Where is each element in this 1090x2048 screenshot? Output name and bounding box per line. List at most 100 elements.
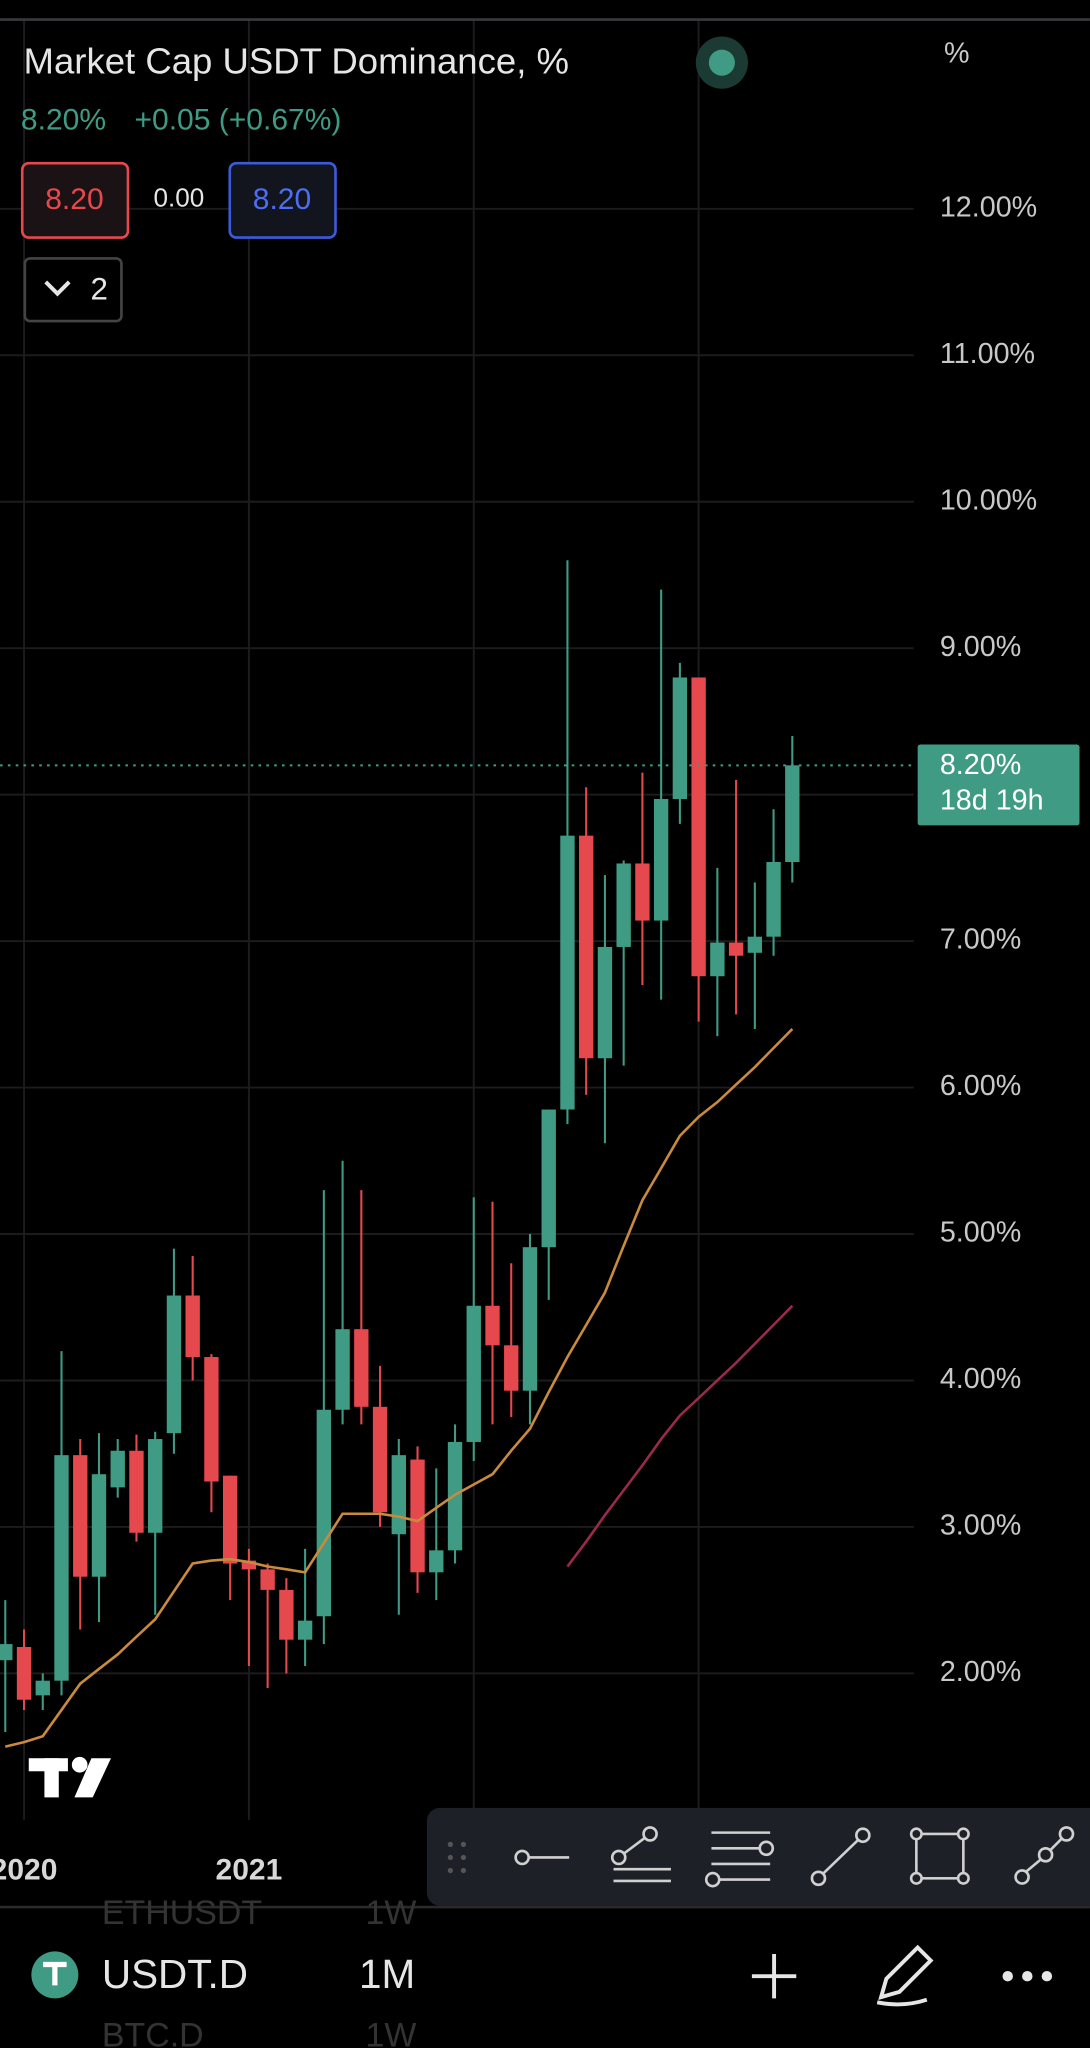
add-button[interactable] [751,1954,797,1999]
candle-body [410,1459,425,1573]
icon-part [915,1832,965,1880]
candle-body [747,936,763,953]
candle-body [279,1589,294,1640]
candle-body [429,1550,444,1573]
interval[interactable]: 1M [359,1951,415,1997]
candle-body [672,677,688,800]
y-tick-label: 9.00% [940,631,1021,663]
plot: 2.00%3.00%4.00%5.00%6.00%7.00%8.00%9.00%… [0,19,1080,1887]
candle-body [653,799,669,921]
bottom-bar [0,1907,1090,2048]
symbol[interactable]: USDT.D [102,1951,248,1997]
candle-body [541,1109,556,1248]
y-tick-label: 12.00% [940,191,1037,223]
draw-button[interactable] [876,1944,934,2007]
dot [460,1841,467,1847]
candle-body [185,1295,200,1358]
moving-average [566,1304,794,1568]
chart-title: Market Cap USDT Dominance, % [24,41,569,82]
candle-body [129,1450,144,1533]
toolbar-bg [426,1807,1090,1906]
dot [447,1854,453,1861]
candle-body [766,862,781,937]
last-price-label: 8.20% [940,749,1021,781]
candle-body [710,942,725,977]
buy-price[interactable]: 8.20 [253,183,311,216]
candle-body [372,1406,388,1513]
icon-part [1025,1857,1043,1873]
y-tick-label: 2.00% [940,1656,1021,1688]
watchlist-interval: 1W [366,2017,417,2048]
candle-body [335,1329,350,1410]
candle-body [354,1329,369,1407]
candle-body [204,1357,219,1482]
candle-body [241,1560,257,1570]
y-tick-label: 10.00% [940,484,1037,516]
y-tick-label: 3.00% [940,1509,1021,1541]
candle-body [260,1569,275,1590]
y-tick-label: 7.00% [940,924,1021,956]
icon-part [1058,1826,1075,1842]
icon-part [1048,1836,1064,1852]
logo-part [44,1758,59,1798]
candle-body [148,1439,163,1533]
horizontal-ray-tool[interactable] [514,1849,570,1866]
tradingview-logo [28,1756,111,1798]
dot [447,1841,453,1847]
dot [1022,1970,1033,1982]
icon-part [1037,1846,1054,1863]
sell-button[interactable] [20,161,130,239]
candle-body [728,942,744,956]
spread: 0.00 [153,183,204,213]
candle-body [16,1647,32,1700]
candle-body [597,946,613,1059]
candle-body [785,765,800,863]
candle-body [391,1455,406,1535]
drawing-toolbar [426,1807,1090,1906]
candle-body [91,1474,107,1577]
candle-body [297,1620,313,1640]
y-tick-label: 5.00% [940,1217,1021,1249]
logo-part [74,1758,111,1798]
candle-body [166,1295,182,1434]
countdown-label: 18d 19h [940,784,1044,816]
indicators-count[interactable]: 2 [91,271,108,306]
candle-body [54,1455,69,1681]
trend-line-tool[interactable] [810,1827,871,1887]
icon-part [909,1871,923,1885]
path-tool[interactable] [1014,1826,1075,1885]
fib-tool[interactable] [704,1831,775,1888]
icon-part [822,1839,859,1875]
watchlist-symbol: BTC.D [102,2017,204,2048]
y-tick-label: 11.00% [940,338,1035,370]
candle-body [579,835,594,1059]
watchlist-interval: 1W [366,1894,417,1932]
chevron-icon [44,280,71,297]
more-button[interactable] [1002,1970,1053,1982]
candle-body [35,1680,50,1696]
rectangle-tool[interactable] [909,1827,970,1885]
indicators-toggle[interactable] [23,257,123,323]
candle-body [110,1450,125,1488]
icon-part [909,1827,923,1841]
icon-part [1014,1869,1030,1885]
moving-average [4,1028,794,1748]
candle-body [222,1475,238,1564]
sell-price[interactable]: 8.20 [45,183,103,216]
candle-body [635,863,650,921]
drag-handle[interactable] [447,1841,467,1874]
logo-part [71,1756,88,1773]
icon-part [956,1871,970,1885]
pitchfork-tool[interactable] [610,1826,671,1883]
last-value: 8.20% [21,103,106,136]
icon-part [642,1826,658,1842]
buy-button[interactable] [228,161,337,239]
candle-body [466,1305,481,1442]
dot [460,1867,467,1874]
last-price-box [917,744,1080,826]
icon-part [623,1836,646,1855]
